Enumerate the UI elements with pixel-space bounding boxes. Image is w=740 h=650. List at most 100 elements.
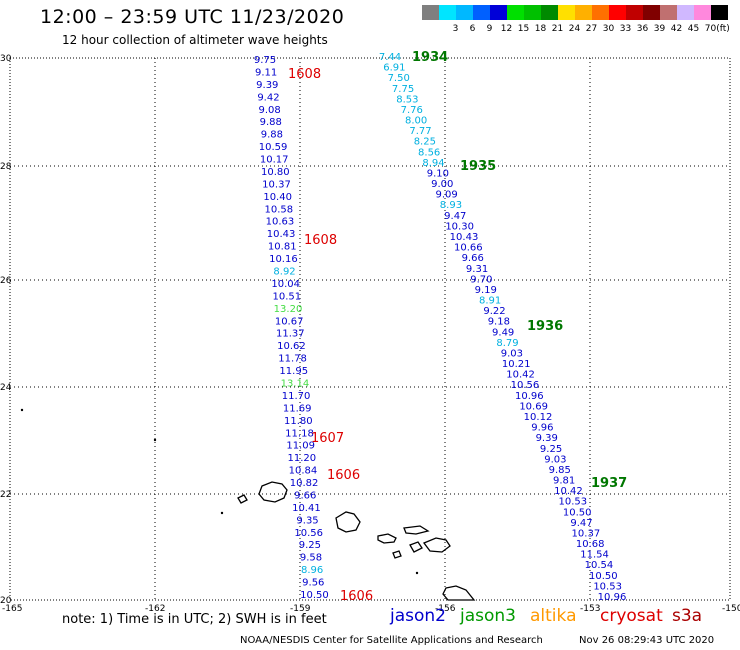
legend-label: 27	[585, 24, 598, 34]
swh-value-jason2: 11.70	[282, 391, 311, 402]
swh-value-jason3: 7.76	[401, 105, 423, 116]
satellite-jason2: jason2	[390, 606, 446, 626]
swh-value-jason3: 9.81	[553, 476, 575, 487]
swh-value-jason3: 9.25	[540, 444, 562, 455]
footer-credit: NOAA/NESDIS Center for Satellite Applica…	[240, 635, 543, 646]
swh-value-jason3: 8.56	[418, 147, 440, 158]
swh-value-jason3: 9.03	[544, 454, 566, 465]
swh-value-jason3: 8.91	[479, 296, 501, 307]
legend-swatch	[422, 5, 439, 20]
lat-label: 30	[0, 54, 12, 64]
swh-value-jason3: 9.00	[431, 179, 453, 190]
swh-value-jason2: 9.25	[299, 540, 321, 551]
swh-value-jason2: 10.82	[290, 478, 319, 489]
lon-label: -150	[722, 604, 740, 614]
lon-label: -165	[2, 604, 22, 614]
swh-value-jason3: 10.50	[589, 571, 618, 582]
swh-value-jason3: 9.09	[435, 190, 457, 201]
legend-swatch	[643, 5, 660, 20]
footer-timestamp: Nov 26 08:29:43 UTC 2020	[579, 635, 715, 646]
swh-value-jason2: 9.88	[260, 117, 282, 128]
swh-value-jason2: 10.67	[275, 316, 304, 327]
swh-value-jason3: 10.54	[585, 560, 614, 571]
swh-value-jason2: 8.96	[301, 565, 323, 576]
legend-label: 9	[486, 24, 493, 34]
swh-value-jason2: 13.20	[274, 304, 303, 315]
island-outline	[335, 511, 361, 533]
island-outline	[392, 550, 402, 559]
satellite-altika: altika	[530, 606, 577, 626]
swh-value-jason2: 11.20	[287, 453, 316, 464]
legend-label: 36	[636, 24, 649, 34]
swh-value-jason3: 9.66	[462, 253, 484, 264]
map-title: 12:00 – 23:59 UTC 11/23/2020	[40, 6, 345, 28]
legend-swatch	[490, 5, 507, 20]
swh-value-jason3: 7.50	[388, 73, 410, 84]
swh-value-jason3: 8.79	[496, 338, 518, 349]
island-outline	[237, 494, 248, 504]
legend-swatch	[524, 5, 541, 20]
swh-value-jason2: 8.92	[273, 267, 295, 278]
swh-value-jason3: 9.70	[470, 274, 492, 285]
swh-value-jason3: 9.47	[444, 211, 466, 222]
swh-value-jason3: 8.93	[440, 200, 462, 211]
swh-value-jason3: 10.30	[445, 221, 474, 232]
swh-value-jason3: 8.00	[405, 116, 427, 127]
swh-value-jason2: 13.14	[281, 378, 310, 389]
swh-value-jason2: 10.43	[267, 229, 296, 240]
swh-value-jason2: 11.18	[285, 428, 314, 439]
lat-label: 24	[0, 383, 12, 393]
legend-label: 21	[551, 24, 564, 34]
legend-label: 30	[602, 24, 615, 34]
legend-label: 15	[517, 24, 530, 34]
swh-value-jason3: 10.53	[593, 581, 622, 592]
lon-label: -153	[580, 604, 600, 614]
swh-value-jason2: 11.09	[286, 441, 315, 452]
swh-value-jason2: 10.37	[262, 179, 291, 190]
swh-value-jason2: 9.08	[258, 105, 280, 116]
swh-value-jason3: 9.39	[536, 433, 558, 444]
swh-value-jason2: 10.84	[289, 466, 318, 477]
swh-value-jason2: 11.80	[284, 416, 313, 427]
swh-value-jason3: 10.96	[598, 592, 627, 603]
pass-time-jason3: 1937	[591, 476, 627, 491]
swh-value-jason2: 10.56	[294, 528, 323, 539]
satellite-cryosat: cryosat	[600, 606, 663, 626]
pass-time-jason2: 1607	[311, 431, 344, 446]
swh-value-jason3: 10.56	[511, 380, 540, 391]
swh-value-jason3: 11.54	[580, 550, 609, 561]
swh-value-jason3: 8.53	[396, 94, 418, 105]
swh-value-jason3: 10.37	[572, 528, 601, 539]
islet-dot	[415, 571, 419, 575]
legend-swatch	[711, 5, 728, 20]
swh-value-jason2: 11.37	[276, 329, 305, 340]
swh-value-jason3: 9.49	[492, 327, 514, 338]
swh-value-jason3: 9.22	[483, 306, 505, 317]
swh-value-jason3: 10.12	[524, 412, 553, 423]
satellite-s3a: s3a	[672, 606, 703, 626]
island-outline	[258, 481, 288, 503]
swh-value-jason3: 6.91	[383, 63, 405, 74]
island-outline	[422, 537, 451, 553]
legend-swatch	[677, 5, 694, 20]
legend-swatch	[541, 5, 558, 20]
legend-swatch	[439, 5, 456, 20]
swh-value-jason2: 10.58	[264, 204, 293, 215]
map-subtitle: 12 hour collection of altimeter wave hei…	[62, 33, 328, 47]
legend-swatch	[558, 5, 575, 20]
legend-swatch	[694, 5, 711, 20]
swh-value-jason3: 10.53	[559, 497, 588, 508]
swh-value-jason2: 10.04	[271, 279, 300, 290]
swh-value-jason2: 10.50	[300, 590, 329, 601]
pass-time-jason2: 1608	[304, 233, 337, 248]
legend-swatch	[609, 5, 626, 20]
swh-value-jason3: 7.77	[409, 126, 431, 137]
swh-value-jason2: 9.35	[296, 515, 318, 526]
island-outline	[409, 541, 423, 553]
lat-label: 22	[0, 490, 11, 500]
lat-label: 28	[0, 162, 12, 172]
legend-label: 39	[653, 24, 666, 34]
swh-value-jason2: 10.81	[268, 242, 297, 253]
lat-label: 26	[0, 276, 12, 286]
